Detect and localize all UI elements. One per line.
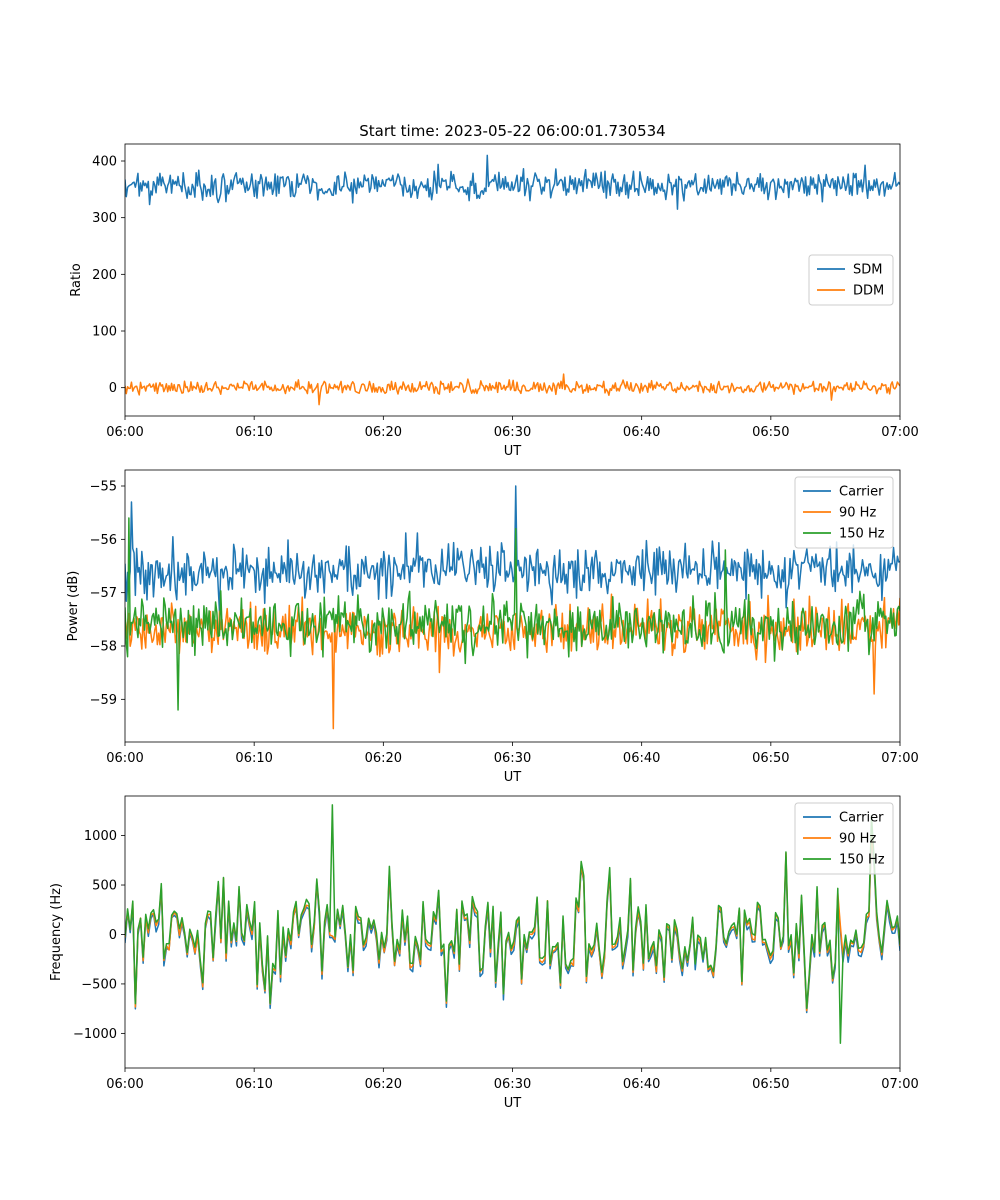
y-axis-label: Power (dB) — [66, 571, 81, 642]
series-line-150-hz — [125, 517, 900, 711]
x-tick-label: 07:00 — [881, 425, 918, 440]
x-tick-label: 06:20 — [365, 425, 402, 440]
legend-box — [808, 254, 894, 306]
legend-box — [794, 476, 894, 549]
x-tick-label: 06:20 — [365, 1077, 402, 1092]
x-tick-label: 06:40 — [623, 751, 660, 766]
y-tick-label: −57 — [90, 586, 117, 601]
y-tick-label: 400 — [92, 155, 117, 170]
legend-entry: 90 Hz — [839, 506, 876, 521]
y-tick-label: −58 — [90, 640, 117, 655]
x-axis-label: UT — [504, 1096, 522, 1111]
legend-entry: 150 Hz — [839, 527, 885, 542]
x-tick-label: 06:50 — [752, 425, 789, 440]
y-tick-label: 100 — [92, 325, 117, 340]
x-axis-label: UT — [504, 770, 522, 785]
figure-title: Start time: 2023-05-22 06:00:01.730534 — [359, 122, 665, 140]
x-tick-label: 06:30 — [494, 425, 531, 440]
x-tick-label: 06:00 — [106, 751, 143, 766]
legend: Carrier 90 Hz 150 Hz — [794, 476, 894, 549]
x-tick-label: 06:10 — [235, 1077, 272, 1092]
y-tick-label: 0 — [109, 381, 117, 396]
chart-2: 06:00 06:10 06:20 06:30 06:40 06:50 07:00 −59 −5… — [66, 469, 919, 785]
x-tick-label: 06:30 — [494, 1077, 531, 1092]
y-tick-label: −500 — [81, 977, 117, 992]
x-tick-label: 06:40 — [623, 425, 660, 440]
x-tick-label: 06:30 — [494, 751, 531, 766]
y-tick-label: −1000 — [73, 1027, 117, 1042]
series-line-sdm — [125, 154, 900, 210]
x-tick-label: 06:10 — [235, 425, 272, 440]
legend-entry: 150 Hz — [839, 853, 885, 868]
series-line-carrier — [125, 485, 900, 612]
legend-entry: SDM — [853, 263, 882, 278]
x-tick-label: 06:00 — [106, 1077, 143, 1092]
legend-box — [794, 802, 894, 875]
y-tick-label: −59 — [90, 693, 117, 708]
y-tick-label: 500 — [92, 879, 117, 894]
y-tick-label: 200 — [92, 268, 117, 283]
axes-container: 06:00 06:10 06:20 06:30 06:40 06:50 07:00 0 100 2… — [49, 143, 919, 1111]
series-lines — [125, 485, 900, 730]
legend: SDM DDM — [808, 254, 894, 306]
x-tick-label: 07:00 — [881, 751, 918, 766]
x-tick-label: 06:50 — [752, 751, 789, 766]
legend-entry: 90 Hz — [839, 832, 876, 847]
series-line-90-hz — [125, 593, 900, 730]
y-tick-label: 1000 — [84, 829, 117, 844]
x-tick-label: 06:20 — [365, 751, 402, 766]
y-tick-label: −56 — [90, 533, 117, 548]
chart-3: 06:00 06:10 06:20 06:30 06:40 06:50 07:00 −1000… — [49, 795, 919, 1111]
x-axis-label: UT — [504, 444, 522, 459]
x-tick-label: 07:00 — [881, 1077, 918, 1092]
series-line-150-hz — [125, 804, 900, 1045]
y-axis-label: Ratio — [69, 263, 84, 296]
y-tick-label: 300 — [92, 211, 117, 226]
series-lines — [125, 804, 900, 1045]
y-tick-label: −55 — [90, 480, 117, 495]
legend-entry: Carrier — [839, 485, 884, 500]
x-tick-label: 06:00 — [106, 425, 143, 440]
y-axis-label: Frequency (Hz) — [49, 883, 64, 981]
x-tick-label: 06:40 — [623, 1077, 660, 1092]
legend-entry: DDM — [853, 284, 884, 299]
x-tick-label: 06:50 — [752, 1077, 789, 1092]
x-tick-label: 06:10 — [235, 751, 272, 766]
series-lines — [125, 154, 900, 406]
legend: Carrier 90 Hz 150 Hz — [794, 802, 894, 875]
y-tick-label: 0 — [109, 928, 117, 943]
chart-1: 06:00 06:10 06:20 06:30 06:40 06:50 07:00 0 100 2… — [69, 143, 919, 459]
legend-entry: Carrier — [839, 811, 884, 826]
series-line-ddm — [125, 373, 900, 406]
